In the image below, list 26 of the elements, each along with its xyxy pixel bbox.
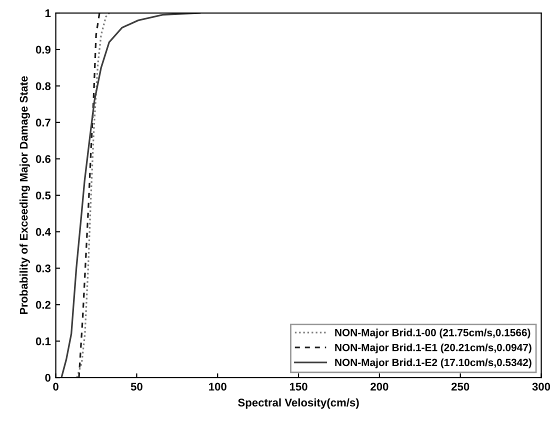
y-tick-label: 0.9: [36, 46, 51, 54]
y-tick-label: 0: [45, 374, 50, 382]
y-axis-title: Probability of Exceeding Major Damage State: [20, 76, 30, 314]
y-tick-label: 0.2: [36, 300, 50, 309]
line-series: [60, 13, 201, 378]
x-tick-label: 200: [370, 382, 388, 391]
x-tick-label: 50: [130, 382, 142, 391]
legend-label: NON-Major Brid.1-00 (21.75cm/s,0.1566): [335, 328, 530, 338]
y-tick-label: 1: [45, 9, 51, 18]
x-tick-label: 0: [53, 382, 58, 391]
line-series: [78, 13, 100, 378]
x-tick-label: 100: [209, 382, 226, 391]
x-axis-title: Spectral Velosity(cm/s): [238, 398, 359, 409]
y-tick-label: 0.5: [36, 192, 51, 200]
y-tick-label: 0.3: [36, 264, 51, 272]
x-tick-label: 150: [290, 382, 308, 391]
y-tick-label: 0.7: [36, 118, 50, 127]
x-tick-label: 300: [532, 382, 550, 391]
y-tick-label: 0.4: [36, 228, 51, 236]
y-tick-label: 0.8: [36, 82, 51, 90]
y-tick-label: 0.6: [36, 155, 51, 163]
legend-label: NON-Major Brid.1-E2 (17.10cm/s,0.5342): [335, 358, 532, 368]
legend-label: NON-Major Brid.1-E1 (20.21cm/s,0.0947): [335, 344, 532, 354]
line-series: [76, 13, 110, 378]
x-tick-label: 250: [451, 382, 470, 391]
y-tick-label: 0.1: [36, 337, 51, 346]
